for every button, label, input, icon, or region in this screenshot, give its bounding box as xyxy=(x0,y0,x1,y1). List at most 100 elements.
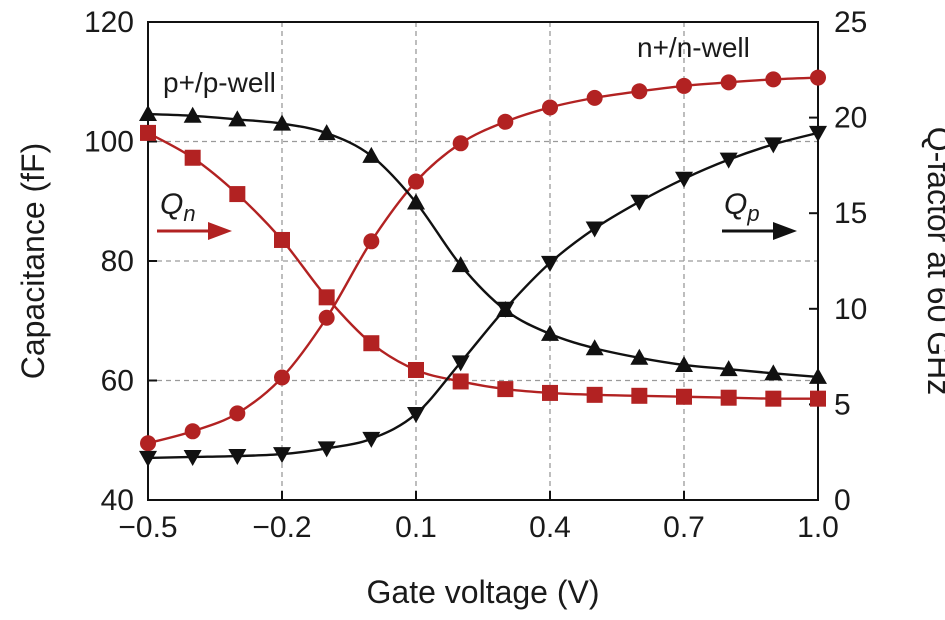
p-p-well-capacitance-point xyxy=(675,355,693,372)
x-tick-label: −0.5 xyxy=(118,511,177,544)
qp-point xyxy=(764,137,783,154)
series-layer xyxy=(139,69,827,467)
n-n-well-capacitance-point xyxy=(140,435,156,452)
qn-line xyxy=(147,131,819,400)
x-tick-label: 1.0 xyxy=(797,511,839,544)
n-n-well-capacitance-point xyxy=(363,233,380,250)
n-n-well-capacitance-point xyxy=(542,99,558,116)
p-p-well-capacitance-point xyxy=(362,146,381,163)
p-p-well-capacitance-point xyxy=(719,360,738,377)
qn-point xyxy=(184,149,201,166)
x-axis-title: Gate voltage (V) xyxy=(367,574,600,610)
x-tick-label: 0.4 xyxy=(529,511,571,544)
p-p-well-capacitance-series xyxy=(139,105,827,384)
qp-point xyxy=(407,406,425,423)
qn-main: Q xyxy=(160,188,183,221)
n-n-well-capacitance-point xyxy=(184,423,201,440)
qn-point xyxy=(318,289,335,306)
qn-point xyxy=(720,389,737,406)
qp-annotation: Qp xyxy=(722,188,797,240)
qp-point xyxy=(496,301,515,318)
p-p-well-capacitance-point xyxy=(407,193,425,210)
qp-point xyxy=(451,355,470,372)
qp-point xyxy=(719,152,738,169)
n-well-label: n+/n-well xyxy=(637,32,750,63)
qp-point xyxy=(228,449,247,466)
y-left-tick-label: 60 xyxy=(101,365,134,398)
p-p-well-capacitance-line xyxy=(147,112,819,379)
qn-label: Qn xyxy=(160,188,196,226)
x-tick-label: −0.2 xyxy=(252,511,311,544)
n-n-well-capacitance-point xyxy=(720,74,737,91)
qn-point xyxy=(631,387,648,404)
n-n-well-capacitance-point xyxy=(274,369,290,386)
y-right-tick-label: 10 xyxy=(834,293,867,326)
qn-annotation: Qn xyxy=(157,188,232,240)
qn-series xyxy=(140,124,826,407)
n-n-well-capacitance-point xyxy=(229,405,246,422)
n-n-well-capacitance-point xyxy=(631,83,648,100)
p-p-well-capacitance-point xyxy=(317,124,336,141)
qp-main: Q xyxy=(724,188,747,221)
qp-point xyxy=(630,194,649,211)
y-axis-right-title: Q-factor at 60 GHz xyxy=(921,127,945,396)
p-p-well-capacitance-point xyxy=(764,364,783,381)
qp-arrow-head xyxy=(773,222,797,240)
x-tick-label: 0.1 xyxy=(395,511,437,544)
n-n-well-capacitance-line xyxy=(147,76,819,445)
n-n-well-capacitance-point xyxy=(765,71,782,88)
qn-point xyxy=(229,186,246,203)
p-p-well-capacitance-point xyxy=(630,348,649,365)
qp-point xyxy=(585,221,604,238)
p-well-label: p+/p-well xyxy=(163,67,276,98)
n-n-well-capacitance-series xyxy=(140,69,826,452)
qp-point xyxy=(809,125,827,142)
p-p-well-capacitance-point xyxy=(585,339,604,356)
n-n-well-capacitance-point xyxy=(408,173,424,190)
y-axis-left-title: Capacitance (fF) xyxy=(15,143,51,380)
qn-point xyxy=(274,231,290,248)
qn-point xyxy=(542,384,558,401)
qp-point xyxy=(675,171,693,188)
qn-point xyxy=(765,390,782,407)
p-p-well-capacitance-point xyxy=(809,367,827,384)
n-n-well-capacitance-point xyxy=(676,77,692,94)
p-p-well-capacitance-point xyxy=(451,256,470,273)
qp-point xyxy=(183,449,202,466)
qp-subscript: p xyxy=(746,201,759,226)
n-n-well-capacitance-point xyxy=(318,309,335,326)
qn-point xyxy=(363,335,380,352)
qp-label: Qp xyxy=(724,188,760,226)
qn-point xyxy=(497,381,514,398)
n-n-well-capacitance-point xyxy=(586,89,603,106)
y-left-tick-label: 40 xyxy=(101,484,134,517)
y-right-tick-label: 15 xyxy=(834,197,867,230)
qn-point xyxy=(452,373,469,390)
qn-point xyxy=(810,390,826,407)
qp-point xyxy=(317,441,336,458)
qp-point xyxy=(139,450,157,467)
x-tick-label: 0.7 xyxy=(663,511,705,544)
n-n-well-capacitance-point xyxy=(810,69,826,86)
y-left-tick-label: 120 xyxy=(84,6,134,39)
n-n-well-capacitance-point xyxy=(452,135,469,152)
qn-subscript: n xyxy=(183,201,195,226)
qp-point xyxy=(273,447,291,464)
qp-series xyxy=(139,125,827,467)
p-p-well-capacitance-point xyxy=(183,106,202,123)
qn-point xyxy=(676,388,692,405)
n-n-well-capacitance-point xyxy=(497,113,514,130)
qp-line xyxy=(147,131,819,460)
y-right-tick-label: 20 xyxy=(834,102,867,135)
y-left-tick-label: 80 xyxy=(101,245,134,278)
qn-point xyxy=(586,386,603,403)
p-p-well-capacitance-point xyxy=(228,110,247,127)
qn-point xyxy=(408,361,424,378)
y-right-tick-label: 25 xyxy=(834,6,867,39)
qn-arrow-head xyxy=(208,222,232,240)
tick-layer: −0.5 −0.2 0.1 0.4 0.7 1.0 40 60 80 100 120 0 5 10 15 20… xyxy=(84,6,867,544)
p-p-well-capacitance-point xyxy=(139,105,157,122)
qn-point xyxy=(140,124,156,141)
qp-point xyxy=(362,431,381,448)
